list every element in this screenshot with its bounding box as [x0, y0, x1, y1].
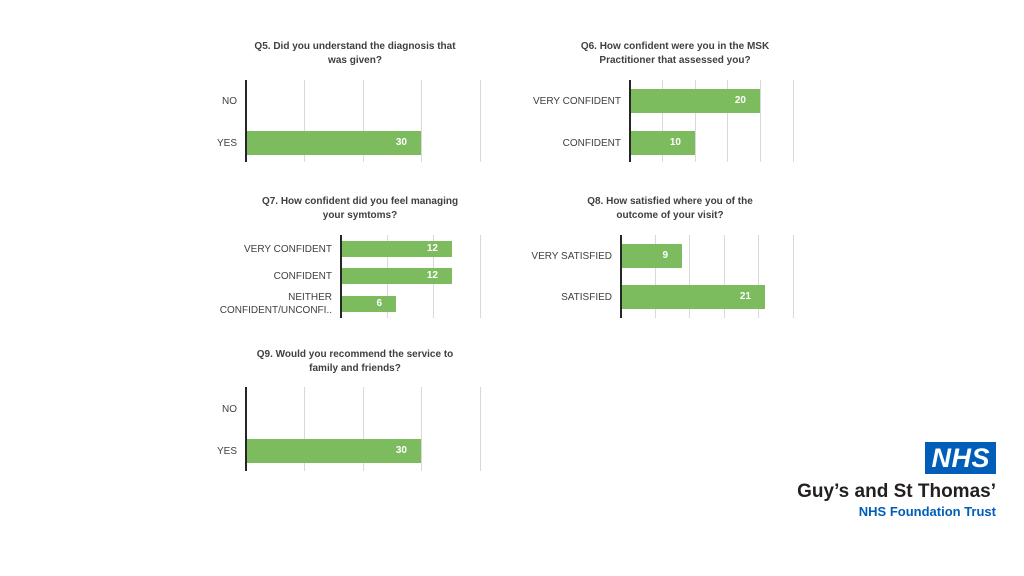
plot-area — [245, 387, 481, 471]
chart-title: Q5. Did you understand the diagnosis tha… — [254, 41, 456, 66]
gridline — [689, 235, 690, 318]
gridline — [760, 80, 761, 162]
category-label: YES — [216, 137, 237, 149]
data-label: 12 — [426, 270, 438, 281]
bar — [342, 296, 396, 312]
gridline — [480, 80, 481, 162]
data-label: 6 — [376, 298, 382, 309]
category-label: CONFIDENT — [562, 137, 621, 149]
category-label: NO — [222, 403, 237, 415]
gridline — [724, 235, 725, 318]
category-label: CONFIDENT — [273, 270, 332, 282]
nhs-trust-logo: NHS Guy’s and St Thomas’ NHS Foundation … — [797, 442, 996, 521]
gridline — [662, 80, 663, 162]
category-axis — [245, 387, 247, 471]
gridline — [304, 387, 305, 471]
gridline — [793, 235, 794, 318]
gridline — [655, 235, 656, 318]
gridline — [793, 80, 794, 162]
category-label: YES — [216, 445, 237, 457]
nhs-logo-badge: NHS — [925, 442, 996, 474]
bar — [622, 285, 765, 309]
gridline — [758, 235, 759, 318]
bar — [622, 244, 682, 268]
bar — [342, 268, 452, 284]
chart-title: Q7. How confident did you feel managing … — [261, 196, 459, 221]
gridline — [480, 387, 481, 471]
plot-area — [245, 80, 481, 162]
data-label: 9 — [662, 250, 668, 261]
gridline — [421, 80, 422, 162]
chart-title: Q6. How confident were you in the MSK Pr… — [580, 41, 770, 66]
gridline — [421, 387, 422, 471]
category-axis — [340, 235, 342, 318]
category-axis — [245, 80, 247, 162]
data-label: 10 — [669, 137, 681, 148]
gridline — [727, 80, 728, 162]
category-axis — [629, 80, 631, 162]
chart-title: Q9. Would you recommend the service to f… — [256, 349, 454, 374]
bar — [247, 439, 421, 463]
category-axis — [620, 235, 622, 318]
bar — [631, 131, 695, 155]
gridline — [363, 80, 364, 162]
data-label: 20 — [734, 95, 746, 106]
gridline — [363, 387, 364, 471]
data-label: 12 — [426, 243, 438, 254]
bar — [342, 241, 452, 257]
data-label: 30 — [395, 445, 407, 456]
gridline — [695, 80, 696, 162]
category-label: VERY CONFIDENT — [533, 95, 621, 107]
trust-subtitle: NHS Foundation Trust — [858, 504, 996, 519]
gridline — [304, 80, 305, 162]
plot-area — [629, 80, 794, 162]
data-label: 30 — [395, 137, 407, 148]
bar — [247, 131, 421, 155]
category-label: SATISFIED — [561, 291, 612, 303]
trust-name: Guy’s and St Thomas’ — [797, 481, 996, 502]
gridline — [480, 235, 481, 318]
category-label: NEITHER CONFIDENT/UNCONFI.. — [219, 292, 332, 316]
category-label: VERY CONFIDENT — [244, 243, 332, 255]
data-label: 21 — [739, 291, 751, 302]
plot-area — [620, 235, 794, 318]
bar — [631, 89, 760, 113]
chart-title: Q8. How satisfied where you of the outco… — [587, 196, 753, 221]
category-label: NO — [222, 95, 237, 107]
category-label: VERY SATISFIED — [531, 250, 612, 262]
